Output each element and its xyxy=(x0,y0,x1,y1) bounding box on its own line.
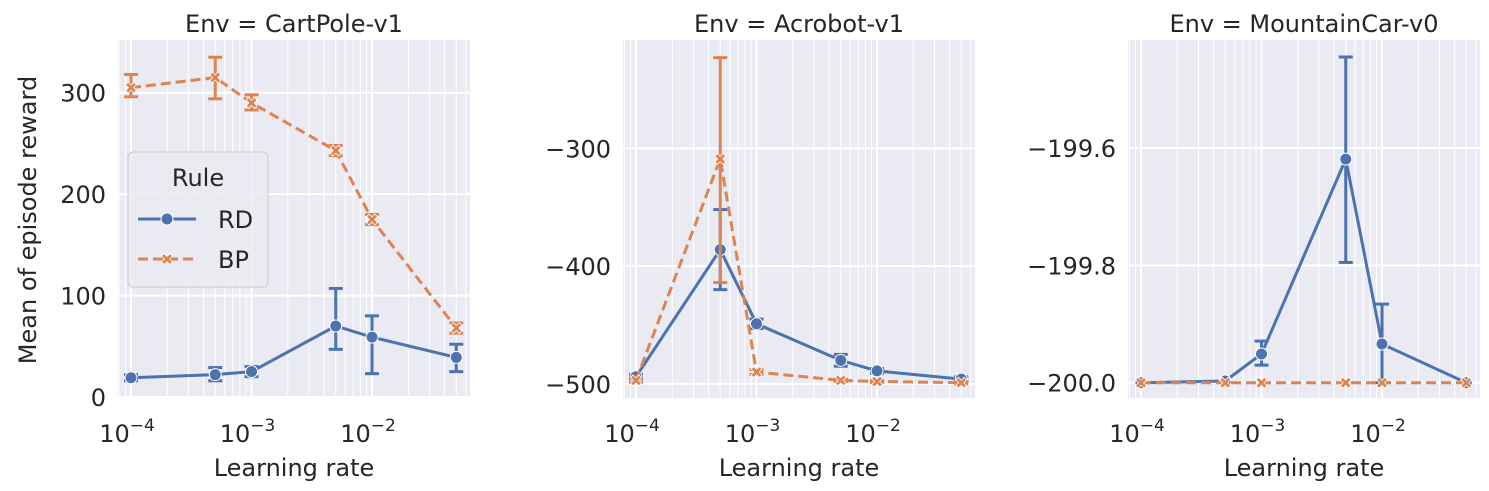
chart-title: Env = MountainCar-v0 xyxy=(1169,10,1438,38)
series-line xyxy=(634,153,962,385)
y-tick-label: 0 xyxy=(91,384,106,412)
x-tick-exponent: −4 xyxy=(635,416,660,436)
marker xyxy=(834,353,848,367)
x-tick-exponent: −2 xyxy=(876,416,901,436)
marker xyxy=(450,321,463,335)
marker xyxy=(1339,376,1352,389)
marker xyxy=(1375,337,1389,351)
marker xyxy=(124,371,138,385)
x-tick-exponent: −3 xyxy=(755,416,780,436)
plot-area xyxy=(124,55,464,385)
y-tick-label: −500 xyxy=(545,371,611,399)
legend-box xyxy=(127,151,269,288)
plot-background xyxy=(1128,40,1480,398)
x-tick-base: 10 xyxy=(1230,420,1261,448)
legend-marker xyxy=(160,212,174,226)
legend-label: RD xyxy=(218,206,253,234)
legend-marker xyxy=(160,252,174,266)
error-bar xyxy=(328,286,343,351)
marker xyxy=(750,366,763,379)
legend-title: Rule xyxy=(172,164,224,192)
y-tick-label: −200.0 xyxy=(1027,370,1116,398)
marker xyxy=(449,350,463,364)
y-tick-label: −199.8 xyxy=(1027,252,1116,280)
marker xyxy=(208,368,222,382)
x-tick-base: 10 xyxy=(220,420,251,448)
x-tick-base: 10 xyxy=(1109,420,1140,448)
x-tick-label: 10−4 xyxy=(604,416,660,448)
x-tick-base: 10 xyxy=(845,420,876,448)
x-tick-exponent: −4 xyxy=(130,416,155,436)
marker xyxy=(209,71,222,84)
error-bar xyxy=(713,56,728,285)
legend-label: BP xyxy=(218,246,249,274)
marker xyxy=(245,365,259,379)
plot-area xyxy=(1134,55,1473,390)
x-tick-exponent: −4 xyxy=(1140,416,1165,436)
marker xyxy=(834,374,847,387)
error-bar xyxy=(365,314,380,376)
x-tick-base: 10 xyxy=(99,420,130,448)
y-tick-label: −199.6 xyxy=(1027,135,1116,163)
x-tick-base: 10 xyxy=(725,420,756,448)
marker xyxy=(1255,376,1268,389)
marker xyxy=(1255,347,1269,361)
plot-area xyxy=(629,56,969,389)
x-tick-label: 10−4 xyxy=(1109,416,1165,448)
marker xyxy=(365,213,379,226)
marker xyxy=(714,152,727,166)
x-tick-label: 10−2 xyxy=(845,416,901,448)
marker xyxy=(870,364,884,378)
marker xyxy=(245,96,258,109)
chart-title: Env = Acrobot-v1 xyxy=(694,10,904,38)
x-tick-exponent: −3 xyxy=(1260,416,1285,436)
marker xyxy=(1134,376,1148,389)
x-axis-label: Learning rate xyxy=(1224,454,1385,482)
y-tick-label: −300 xyxy=(545,135,611,163)
x-tick-label: 10−3 xyxy=(725,416,781,448)
marker xyxy=(329,319,343,333)
x-tick-base: 10 xyxy=(1350,420,1381,448)
marker xyxy=(1375,376,1389,389)
marker xyxy=(1219,376,1232,389)
y-tick-label: 200 xyxy=(60,181,106,209)
x-tick-label: 10−2 xyxy=(340,416,396,448)
marker xyxy=(1339,152,1353,166)
plot-background xyxy=(623,40,975,398)
series-line xyxy=(1140,154,1467,385)
x-tick-label: 10−2 xyxy=(1350,416,1406,448)
y-tick-label: 100 xyxy=(60,283,106,311)
marker xyxy=(124,81,138,94)
x-tick-label: 10−3 xyxy=(220,416,276,448)
marker xyxy=(1460,376,1473,389)
y-tick-label: 300 xyxy=(60,80,106,108)
marker xyxy=(955,376,968,389)
x-tick-label: 10−4 xyxy=(99,416,155,448)
x-axis-label: Learning rate xyxy=(719,454,880,482)
x-tick-base: 10 xyxy=(604,420,635,448)
series-line xyxy=(130,324,457,380)
series-line xyxy=(634,246,962,381)
x-axis-label: Learning rate xyxy=(214,454,375,482)
y-tick-label: −400 xyxy=(545,253,611,281)
x-tick-exponent: −2 xyxy=(1381,416,1406,436)
x-tick-exponent: −3 xyxy=(250,416,275,436)
chart-title: Env = CartPole-v1 xyxy=(185,10,403,38)
x-tick-base: 10 xyxy=(340,420,371,448)
marker xyxy=(750,317,764,331)
x-tick-exponent: −2 xyxy=(371,416,396,436)
x-tick-label: 10−3 xyxy=(1230,416,1286,448)
marker xyxy=(870,375,884,388)
marker xyxy=(329,144,342,157)
marker xyxy=(365,330,379,344)
y-axis-label: Mean of episode reward xyxy=(14,76,42,364)
marker xyxy=(629,374,643,387)
